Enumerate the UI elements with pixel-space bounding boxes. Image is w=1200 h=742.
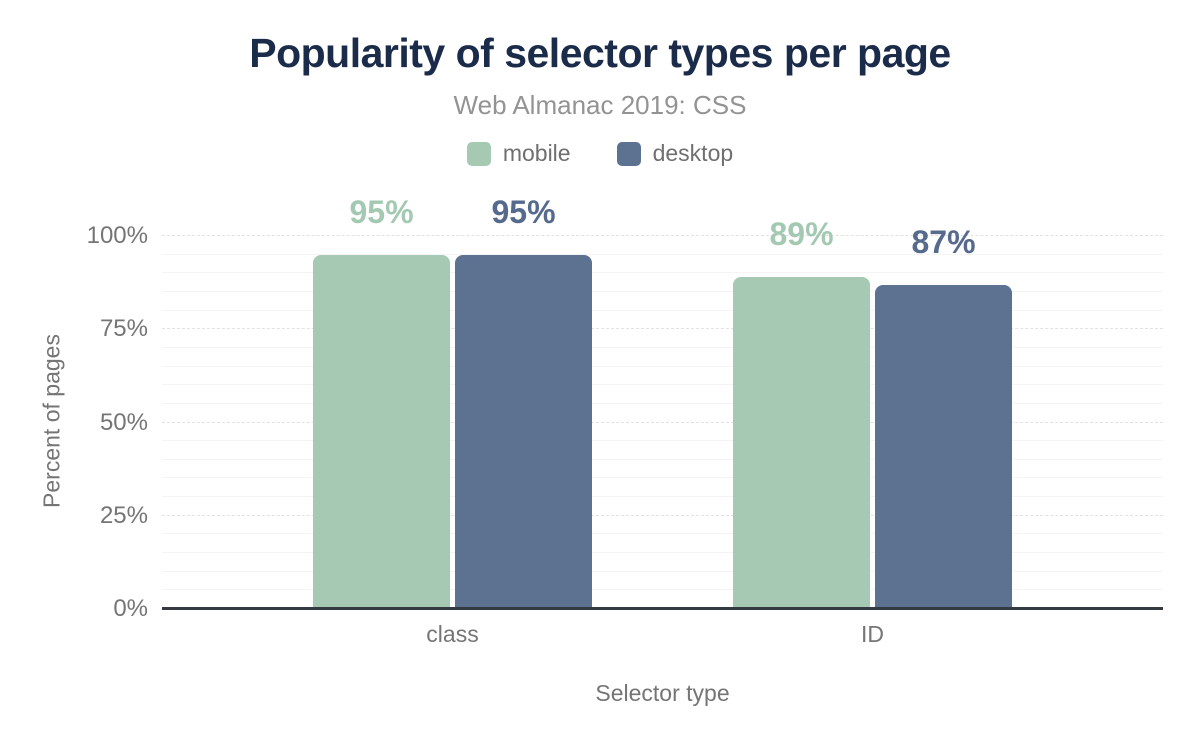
chart-title: Popularity of selector types per page: [249, 30, 951, 76]
y-tick-label: 25%: [99, 501, 148, 529]
bar-ID-mobile[interactable]: [733, 277, 870, 609]
legend-swatch-desktop: [616, 141, 641, 166]
y-tick-label: 0%: [113, 595, 148, 622]
gridline-minor: [162, 589, 1163, 591]
y-tick-label: 75%: [99, 315, 148, 343]
y-tick-label: 50%: [99, 408, 148, 436]
bar-class-desktop[interactable]: [455, 254, 592, 609]
plot-area: 0% 25% 50% 75% 100% 95% 95% class 89% 87% ID: [87, 195, 1163, 647]
gridline-minor: [162, 496, 1163, 498]
legend-item-desktop[interactable]: desktop: [616, 140, 734, 167]
bar-value-label-class-desktop: 95%: [491, 193, 556, 230]
gridline-minor: [162, 440, 1163, 442]
chart-subtitle: Web Almanac 2019: CSS: [453, 90, 747, 120]
gridline-minor: [162, 384, 1163, 386]
bar-ID-desktop[interactable]: [875, 284, 1012, 609]
bar-value-label-ID-mobile: 89%: [769, 216, 834, 253]
gridline-minor: [162, 552, 1163, 554]
y-tick-label: 100%: [86, 222, 148, 249]
gridline-minor: [162, 272, 1163, 274]
x-tick-label-ID: ID: [861, 621, 884, 647]
gridline-minor: [162, 309, 1163, 311]
gridline-minor: [162, 365, 1163, 367]
legend-swatch-mobile: [466, 141, 491, 166]
bar-value-label-class-mobile: 95%: [349, 193, 414, 230]
gridline-major: [162, 328, 1163, 330]
legend-label-mobile: mobile: [502, 140, 571, 166]
gridline-minor: [162, 477, 1163, 479]
legend-item-mobile[interactable]: mobile: [466, 140, 571, 167]
gridline-minor: [162, 290, 1163, 292]
gridline-minor: [162, 402, 1163, 404]
x-tick-label-class: class: [426, 621, 479, 647]
gridline-minor: [162, 570, 1163, 572]
gridline-minor: [162, 346, 1163, 348]
legend: mobile desktop: [0, 140, 1200, 167]
x-axis-line: [162, 607, 1163, 610]
x-axis-title: Selector type: [595, 680, 730, 706]
gridline-minor: [162, 533, 1163, 535]
gridline-minor: [162, 253, 1163, 255]
gridline-major: [162, 235, 1163, 236]
bar-value-label-ID-desktop: 87%: [911, 223, 976, 260]
legend-label-desktop: desktop: [652, 140, 734, 166]
bar-class-mobile[interactable]: [313, 254, 450, 609]
gridline-major: [162, 421, 1163, 423]
gridline-minor: [162, 458, 1163, 460]
gridline-major: [162, 514, 1163, 516]
